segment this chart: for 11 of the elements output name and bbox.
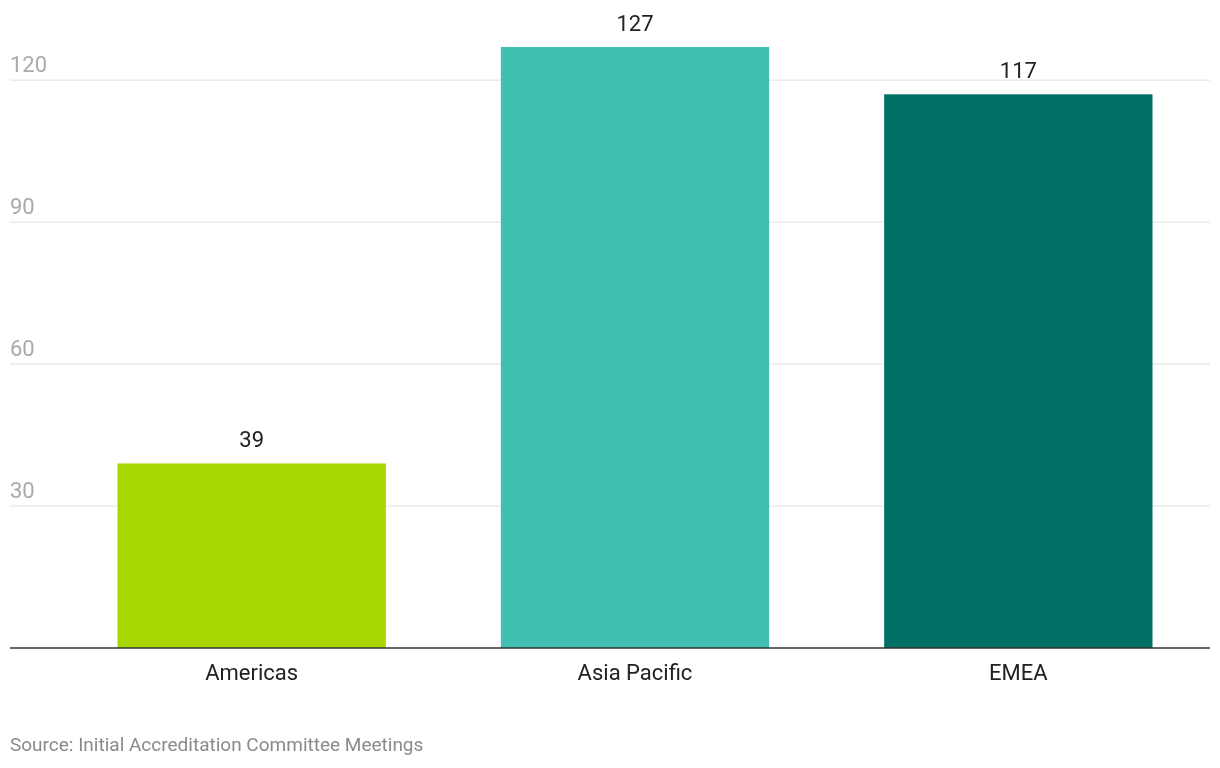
x-tick-label: EMEA [989,660,1049,685]
data-label: 39 [239,427,265,453]
y-tick-label: 120 [10,52,48,78]
x-tick-label: Asia Pacific [577,660,693,685]
x-tick-label: Americas [205,660,299,685]
y-tick-label: 60 [10,336,35,362]
data-label: 117 [999,58,1037,84]
y-tick-label: 30 [10,478,35,504]
source-note: Source: Initial Accreditation Committee Meetings [10,733,424,756]
y-tick-label: 90 [10,194,35,220]
data-label: 127 [616,11,654,36]
